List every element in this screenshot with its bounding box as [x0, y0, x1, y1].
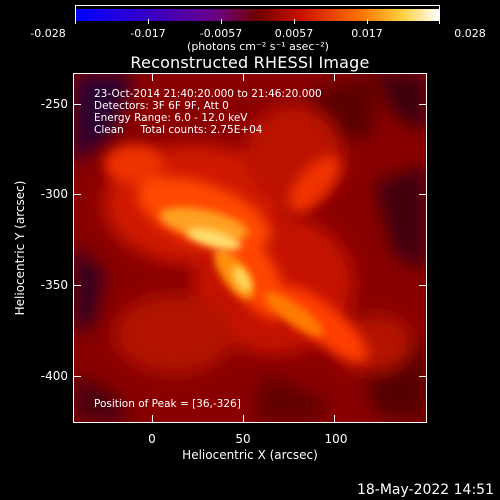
- timestamp-footer: 18-May-2022 14:51: [356, 482, 494, 498]
- colorbar-tick-label: -0.0057: [199, 27, 243, 40]
- x-axis-label: Heliocentric X (arcsec): [182, 448, 318, 462]
- colorbar-tick-label: -0.028: [30, 27, 66, 40]
- clean-counts-text: Clean Total counts: 2.75E+04: [94, 124, 263, 136]
- y-tick-label: -350: [40, 278, 68, 292]
- peak-position-text: Position of Peak = [36,-326]: [94, 398, 241, 410]
- colorbar-unit-label: (photons cm⁻² s⁻¹ asec⁻²): [187, 40, 329, 53]
- colorbar-tick-label: -0.017: [130, 27, 166, 40]
- y-axis-label: Heliocentric Y (arcsec): [13, 180, 27, 316]
- colorbar-tick-label: 0.028: [454, 27, 486, 40]
- x-tick-label: 100: [324, 432, 348, 446]
- colorbar-tick-label: 0.0057: [274, 27, 314, 40]
- rhessi-image: [73, 73, 427, 423]
- x-tick-label: 0: [148, 432, 156, 446]
- colorbar-tick-label: 0.017: [351, 27, 383, 40]
- colorbar: [75, 5, 440, 21]
- time-range-text: 23-Oct-2014 21:40:20.000 to 21:46:20.000: [94, 88, 322, 100]
- energy-range-text: Energy Range: 6.0 - 12.0 keV: [94, 112, 248, 124]
- flux-map: [74, 74, 426, 422]
- detectors-text: Detectors: 3F 6F 9F, Att 0: [94, 100, 229, 112]
- colorbar-gradient: [76, 9, 439, 21]
- y-tick-label: -250: [40, 97, 68, 111]
- x-tick-label: 50: [235, 432, 251, 446]
- image-title: Reconstructed RHESSI Image: [130, 53, 370, 72]
- y-tick-label: -300: [40, 187, 68, 201]
- y-tick-label: -400: [40, 369, 68, 383]
